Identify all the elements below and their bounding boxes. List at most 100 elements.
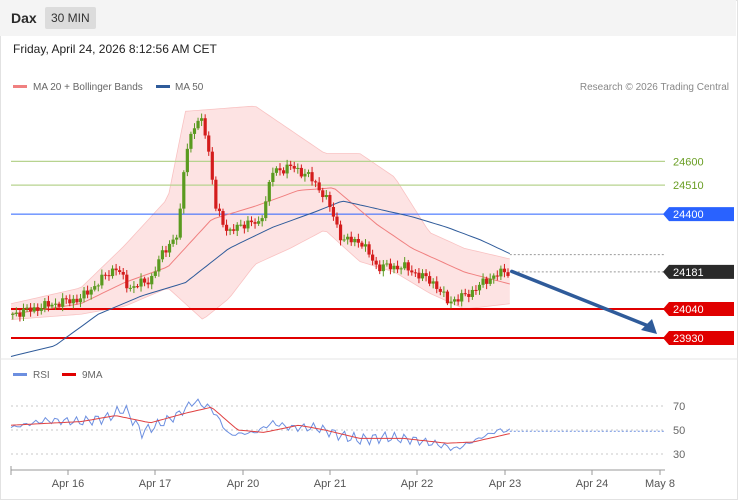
candle-body (292, 166, 296, 169)
candle-body (296, 167, 300, 169)
candle-body (353, 239, 357, 243)
candle-body (367, 244, 371, 255)
x-tick-label: Apr 21 (314, 478, 346, 490)
candle-body (406, 262, 410, 271)
candle-body (175, 237, 179, 240)
timeframe-badge[interactable]: 30 MIN (45, 7, 96, 29)
candle-body (125, 274, 129, 289)
candle-body (349, 236, 353, 243)
candle-body (310, 172, 314, 182)
candle-body (82, 290, 86, 299)
candle-body (118, 270, 122, 272)
candle-body (61, 298, 65, 307)
candle-body (445, 291, 450, 304)
candle-body (506, 272, 510, 276)
level-label-24181: 24181 (673, 267, 704, 279)
credit-label: Research © 2026 Trading Central (580, 82, 729, 93)
candle-body (264, 201, 268, 219)
level-label-24400: 24400 (673, 209, 704, 221)
candle-body (164, 250, 168, 253)
candle-body (150, 275, 154, 285)
candle-body (146, 282, 150, 285)
candle-body (438, 288, 442, 292)
candle-body (324, 195, 328, 198)
candle-body (495, 275, 499, 277)
candle-body (242, 224, 246, 229)
candle-body (228, 229, 232, 231)
ma50-legend-swatch (156, 85, 170, 88)
candle-body (143, 278, 147, 283)
candle-body (449, 301, 453, 304)
candle-body (135, 286, 140, 288)
x-tick-label: Apr 17 (139, 478, 171, 490)
level-label-23930: 23930 (673, 333, 704, 345)
candle-body (139, 278, 143, 287)
level-label-24040: 24040 (673, 304, 704, 316)
candle-body (221, 211, 225, 225)
candle-body (281, 170, 286, 174)
candle-body (285, 164, 289, 174)
bollinger-band (11, 106, 510, 320)
candle-body (25, 307, 29, 309)
candle-body (477, 284, 482, 291)
candle-body (121, 271, 125, 275)
rsi-tick-30: 30 (673, 449, 685, 461)
candle-body (460, 293, 464, 302)
candle-body (410, 270, 414, 273)
candle-body (167, 243, 172, 253)
candle-body (321, 190, 325, 198)
candle-body (299, 167, 303, 177)
candle-body (217, 208, 222, 212)
header-bar: Dax 30 MIN (0, 0, 736, 36)
candle-body (185, 148, 189, 173)
candle-body (39, 308, 43, 311)
candle-body (100, 274, 104, 286)
level-tag-24040 (663, 302, 734, 317)
candle-body (114, 268, 118, 271)
candle-body (467, 294, 471, 297)
symbol-title: Dax (11, 10, 37, 26)
candle-body (68, 299, 72, 304)
candle-body (420, 273, 425, 279)
candle-body (338, 224, 343, 241)
candle-body (224, 224, 229, 231)
candle-body (85, 290, 90, 295)
candle-body (388, 263, 393, 270)
candle-body (314, 181, 318, 183)
candle-body (303, 173, 307, 177)
bollinger-upper-line (10, 105, 510, 305)
candle-body (403, 262, 407, 269)
candle-body (435, 281, 439, 289)
candle-body (203, 118, 207, 136)
candle-body (239, 224, 243, 226)
rsi-9ma-line (10, 406, 510, 444)
ma20-line (10, 187, 510, 315)
candle-body (371, 254, 375, 261)
candle-body (374, 260, 378, 265)
candle-body (470, 289, 474, 297)
level-label-24510: 24510 (673, 180, 704, 192)
report-datetime: Friday, April 24, 2026 8:12:56 AM CET (13, 42, 217, 56)
candle-body (392, 265, 396, 270)
x-tick-label: Apr 22 (401, 478, 433, 490)
candle-body (214, 179, 218, 209)
candle-body (153, 271, 157, 276)
candle-body (207, 135, 211, 152)
candle-body (210, 151, 214, 180)
candle-body (160, 250, 165, 260)
candle-body (378, 264, 382, 272)
x-axis: Apr 16 Apr 17 Apr 20 Apr 21 Apr 22 Apr 23 Apr … (10, 466, 675, 490)
candle-body (57, 303, 61, 307)
candle-body (64, 298, 68, 300)
candle-body (267, 181, 271, 202)
candle-body (356, 239, 360, 243)
x-tick-label: Apr 23 (489, 478, 521, 490)
candle-body (253, 222, 257, 224)
candle-body (257, 221, 261, 224)
candle-body (342, 239, 346, 241)
candle-body (11, 313, 15, 315)
candle-body (107, 275, 111, 277)
rsi-line (10, 398, 511, 452)
candle-body (14, 312, 18, 314)
candle-body (346, 236, 350, 240)
